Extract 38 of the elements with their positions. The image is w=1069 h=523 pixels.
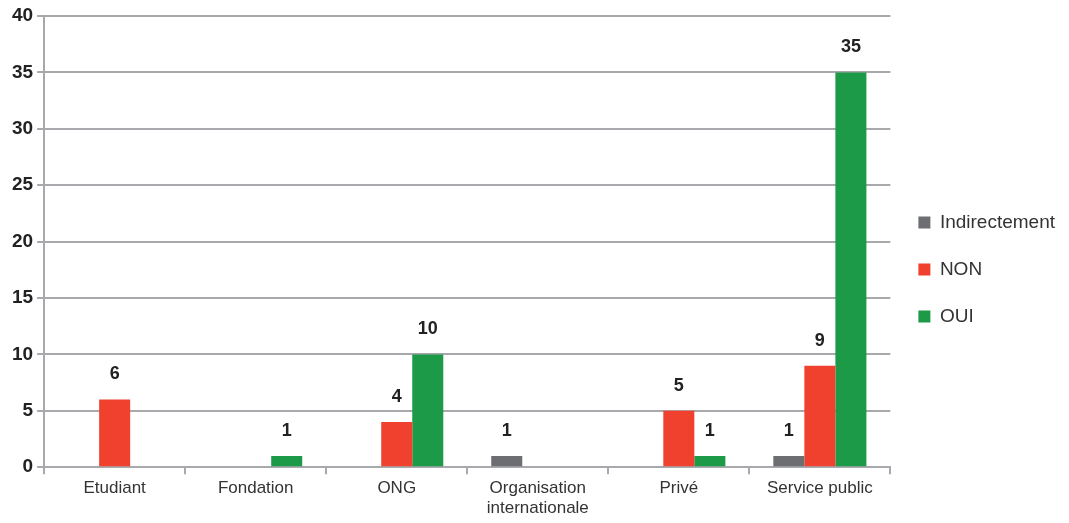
- y-tick-label: 25: [11, 173, 34, 195]
- bar: [381, 422, 413, 467]
- bar: [694, 455, 726, 467]
- y-tick-label: 15: [11, 286, 34, 308]
- x-tick-label: Fondation: [217, 478, 294, 498]
- data-label: 5: [673, 374, 684, 395]
- bar: [663, 410, 695, 467]
- bar: [412, 354, 444, 467]
- data-label: 1: [704, 419, 715, 440]
- data-label: 1: [501, 419, 512, 440]
- data-label: 35: [840, 36, 861, 57]
- y-tick-label: 10: [11, 342, 34, 364]
- data-label: 4: [391, 386, 402, 407]
- bar: [804, 365, 836, 467]
- x-tick-label: ONG: [377, 478, 417, 498]
- bar: [835, 72, 867, 467]
- x-tick-label: Etudiant: [83, 478, 147, 498]
- y-tick-label: 20: [11, 229, 34, 251]
- bar: [99, 399, 131, 467]
- y-tick-label: 0: [22, 455, 34, 477]
- bar: [491, 455, 523, 467]
- bar: [271, 455, 303, 467]
- y-tick-label: 35: [11, 60, 34, 82]
- data-label: 1: [783, 419, 794, 440]
- x-tick-label: Service public: [766, 478, 874, 498]
- y-tick-label: 30: [11, 117, 34, 139]
- x-tick-label: Privé: [659, 478, 699, 498]
- bar: [773, 455, 805, 467]
- legend-label: NON: [939, 257, 983, 279]
- data-label: 9: [814, 329, 825, 350]
- data-label: 6: [109, 363, 120, 384]
- legend-label: OUI: [939, 304, 974, 326]
- data-label: 1: [281, 419, 292, 440]
- data-label: 10: [417, 318, 438, 339]
- y-tick-label: 40: [11, 4, 34, 26]
- x-tick-label: Organisation internationale: [486, 478, 589, 518]
- y-tick-label: 5: [22, 399, 34, 421]
- legend-label: Indirectement: [939, 210, 1056, 232]
